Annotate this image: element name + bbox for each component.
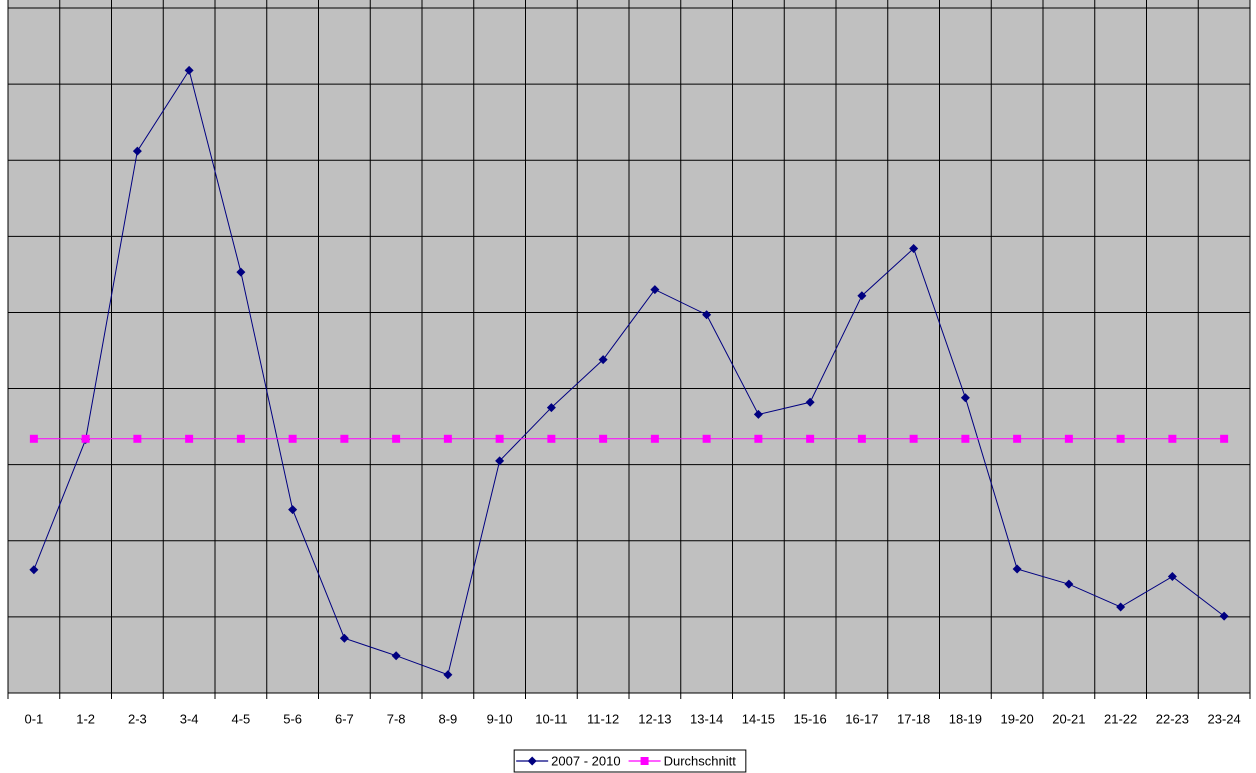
x-tick-label: 13-14 [690, 711, 723, 726]
x-tick-label: 19-20 [1001, 711, 1034, 726]
data-point [650, 434, 659, 443]
legend-item: Durchschnitt [628, 753, 737, 768]
data-point [547, 434, 556, 443]
x-tick-label: 6-7 [335, 711, 354, 726]
data-point [961, 434, 970, 443]
data-point [754, 434, 763, 443]
data-point [133, 434, 142, 443]
data-point [495, 434, 504, 443]
data-point [81, 434, 90, 443]
data-point [288, 434, 297, 443]
data-point [1012, 564, 1022, 574]
x-tick-label: 11-12 [587, 711, 619, 726]
x-tick-label: 20-21 [1052, 711, 1085, 726]
data-point [806, 434, 815, 443]
data-point [960, 393, 970, 403]
data-point [236, 267, 246, 277]
data-point [857, 291, 867, 301]
x-tick-label: 12-13 [638, 711, 671, 726]
data-point [909, 244, 919, 254]
x-tick-label: 2-3 [128, 711, 147, 726]
data-point [1219, 611, 1229, 621]
data-point [702, 310, 712, 320]
x-tick-label: 14-15 [742, 711, 775, 726]
data-point [392, 434, 401, 443]
data-point [340, 434, 349, 443]
data-point [1116, 602, 1126, 612]
data-point [1168, 434, 1177, 443]
legend: 2007 - 2010 Durchschnitt [513, 749, 747, 773]
x-tick-label: 1-2 [76, 711, 95, 726]
data-point [391, 651, 401, 661]
legend-label: 2007 - 2010 [551, 753, 620, 768]
x-tick-label: 18-19 [949, 711, 982, 726]
x-tick-label: 16-17 [845, 711, 878, 726]
data-point [650, 285, 660, 295]
data-point [443, 434, 452, 443]
data-point [1167, 572, 1177, 582]
data-point [288, 505, 298, 515]
data-point [443, 670, 453, 680]
data-point [29, 565, 39, 575]
data-point [1064, 579, 1074, 589]
x-tick-label: 17-18 [897, 711, 930, 726]
data-point [702, 434, 711, 443]
legend-marker [640, 757, 649, 765]
x-tick-label: 7-8 [387, 711, 406, 726]
x-tick-label: 15-16 [794, 711, 827, 726]
data-point [599, 434, 608, 443]
data-point [598, 355, 608, 365]
data-point [546, 403, 556, 413]
data-point [29, 434, 38, 443]
data-point [236, 434, 245, 443]
x-tick-label: 5-6 [283, 711, 302, 726]
x-tick-label: 0-1 [24, 711, 43, 726]
x-tick-label: 9-10 [487, 711, 513, 726]
legend-label: Durchschnitt [664, 753, 737, 768]
data-point [1116, 434, 1125, 443]
data-point [1220, 434, 1229, 443]
data-point [339, 633, 349, 643]
x-tick-label: 23-24 [1208, 711, 1241, 726]
data-point [495, 456, 505, 466]
legend-item: 2007 - 2010 [516, 753, 621, 768]
data-point [1064, 434, 1073, 443]
data-point [909, 434, 918, 443]
legend-marker [527, 756, 537, 766]
data-point [1013, 434, 1022, 443]
data-point [857, 434, 866, 443]
data-point [132, 146, 142, 156]
x-tick-label: 10-11 [535, 711, 567, 726]
data-point [753, 409, 763, 419]
series-line [33, 69, 1225, 676]
data-point [184, 65, 194, 75]
x-tick-label: 8-9 [438, 711, 457, 726]
x-tick-label: 22-23 [1156, 711, 1189, 726]
data-point [185, 434, 194, 443]
data-point [805, 397, 815, 407]
x-tick-label: 4-5 [231, 711, 250, 726]
x-tick-label: 21-22 [1104, 711, 1137, 726]
x-tick-label: 3-4 [180, 711, 199, 726]
